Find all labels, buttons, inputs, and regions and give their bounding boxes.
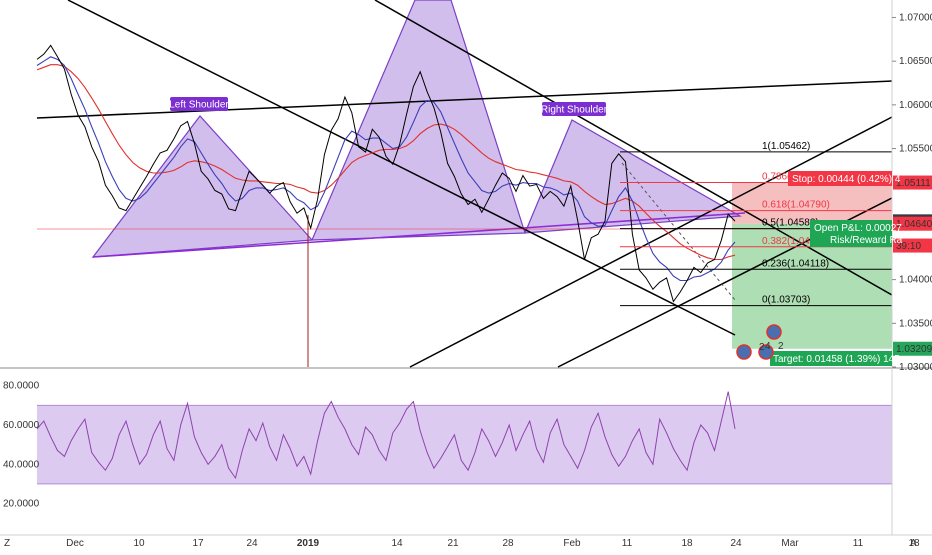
- price-line: [36, 44, 736, 303]
- stop-label: Stop: 0.00444 (0.42%) 4: [792, 174, 901, 185]
- time-tick-label-12: Mar: [781, 538, 799, 549]
- price-axis-label-bg-0: [893, 175, 932, 190]
- target-label-bg: [770, 351, 892, 366]
- event-badge-text-1: 4: [765, 341, 771, 352]
- annotations: Left Shoulder Right Shoulder Stop: 0.00444…: [169, 97, 903, 366]
- time-tick-label-6: 21: [447, 538, 459, 549]
- neckline: [92, 212, 746, 258]
- rsi-tick-label-1: 60.0000: [3, 420, 40, 431]
- time-tick-label-1: 10: [133, 538, 145, 549]
- time-tick-label-10: 18: [681, 538, 693, 549]
- price-axis-label-0: 1.05111: [896, 178, 931, 189]
- corner-right-label: A: [910, 538, 917, 549]
- price-tick-label-2: 1.06000: [899, 100, 932, 111]
- fib-label-2: 0.618(1.04790): [762, 200, 830, 211]
- rsi-line: [36, 391, 736, 480]
- time-tick-label-3: 24: [246, 538, 258, 549]
- fib-label-5: 0.236(1.04118): [762, 258, 829, 269]
- right-shoulder-label-bg: [542, 102, 606, 116]
- head-shape: [311, 0, 526, 241]
- right-shoulder-label: Right Shoulder: [541, 105, 608, 116]
- rsi-tick-label-2: 40.0000: [3, 459, 40, 470]
- time-tick-label-7: 28: [502, 538, 514, 549]
- price-axis-label-4: 1.03209: [896, 344, 932, 355]
- trend-line-1: [36, 80, 893, 119]
- target-label: Target: 0.01458 (1.39%) 145: [773, 354, 900, 365]
- pnl-label: Open P&L: 0.00027: [814, 223, 902, 234]
- price-tick-label-6: 1.03000: [899, 362, 932, 373]
- time-tick-label-5: 14: [391, 538, 403, 549]
- rsi-band: [37, 405, 892, 484]
- left-shoulder-label-bg: [170, 97, 228, 111]
- time-tick-label-9: 11: [622, 538, 633, 549]
- trend-line-3: [374, 0, 893, 296]
- time-tick-label-2: 17: [192, 538, 204, 549]
- event-badge-2: [758, 344, 774, 360]
- price-series: [36, 44, 736, 303]
- time-tick-label-14: 18: [908, 538, 920, 549]
- price-axis-label-2: 1.04640: [896, 219, 932, 230]
- event-badge-text-2: 2: [778, 341, 784, 352]
- price-axis-label-3: 39:10: [896, 241, 921, 252]
- fast-ma-line: [36, 56, 736, 282]
- left-shoulder-label: Left Shoulder: [169, 100, 229, 111]
- time-tick-label-13: 11: [853, 538, 864, 549]
- slow-ma-line: [36, 64, 736, 261]
- time-tick-label-4: 2019: [297, 538, 320, 549]
- price-tick-label-3: 1.05500: [899, 144, 932, 155]
- corner-left-label: Z: [4, 538, 10, 549]
- pnl-label-bg: [810, 220, 892, 247]
- fib-label-4: 0.382(1.04376): [762, 236, 830, 247]
- rr-label: Risk/Reward Ra: [830, 235, 903, 246]
- time-tick-label-11: 24: [730, 538, 742, 549]
- time-tick-label-0: Dec: [66, 538, 84, 549]
- trend-line-2: [67, 0, 736, 336]
- fib-label-0: 1(1.05462): [762, 141, 810, 152]
- price-axis-label-bg-4: [893, 341, 932, 356]
- price-tick-label-1: 1.06500: [899, 56, 932, 67]
- fib-label-6: 0(1.03703): [762, 295, 810, 306]
- event-badge-0: [736, 344, 752, 360]
- price-tick-label-4: 1.04000: [899, 275, 932, 286]
- fib-label-3: 0.5(1.04583): [762, 218, 819, 229]
- price-tick-label-5: 1.03500: [899, 318, 932, 329]
- stop-zone: [732, 182, 892, 224]
- rsi-tick-label-0: 80.0000: [3, 381, 40, 392]
- price-axis-label-bg-2: [893, 216, 932, 231]
- oscillator: 80.0000 60.0000 40.0000 20.0000: [3, 381, 892, 510]
- price-axis-label-bg-3: [893, 238, 932, 253]
- event-badge-text-0: 2: [759, 342, 765, 353]
- event-badge-1: [766, 324, 782, 340]
- trend-line-4: [409, 116, 893, 368]
- rsi-tick-label-3: 20.0000: [3, 499, 40, 510]
- price-tick-label-0: 1.07000: [899, 12, 932, 23]
- time-tick-label-8: Feb: [563, 538, 581, 549]
- stop-label-bg: [788, 171, 892, 186]
